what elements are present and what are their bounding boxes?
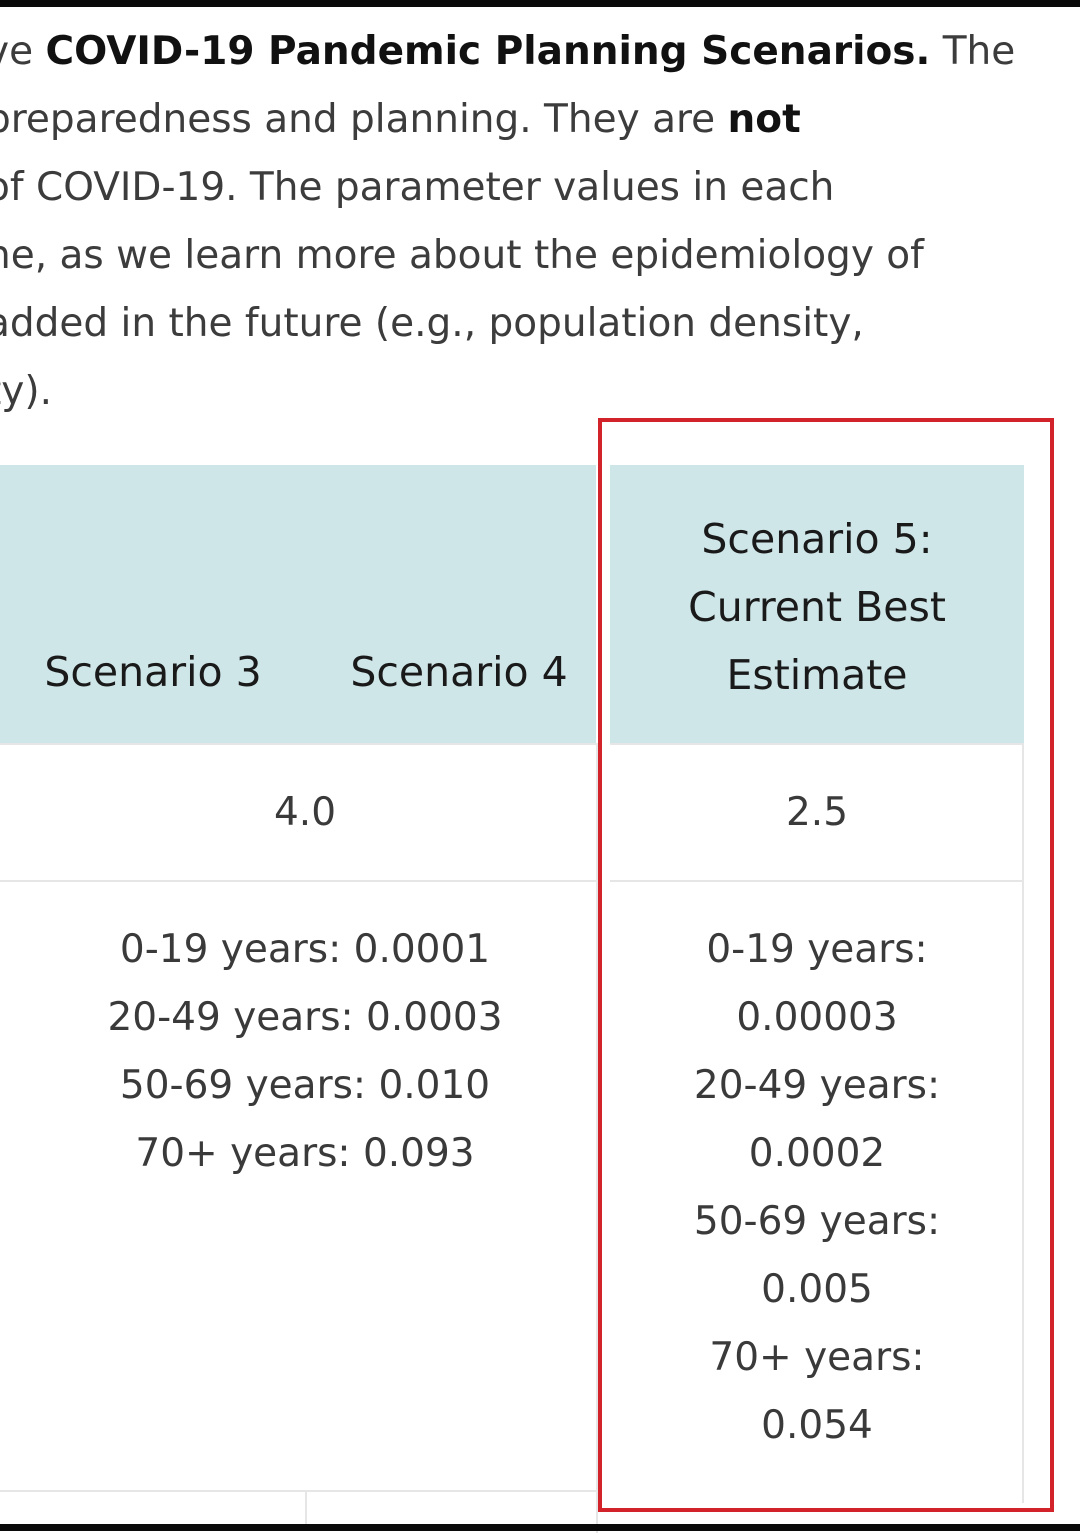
header-scenario-4: Scenario 4	[350, 648, 568, 696]
intro-line-2: preparedness and planning. They are not	[0, 97, 801, 142]
table-header-scenario-5	[610, 465, 1024, 743]
row-divider	[610, 743, 1024, 745]
header-scenario-5: Scenario 5: Current Best Estimate	[688, 515, 946, 699]
row-divider	[610, 880, 1024, 882]
header-scenario-3: Scenario 3	[44, 648, 262, 696]
intro-line-3: of COVID-19. The parameter values in eac…	[0, 165, 835, 210]
intro-paragraph: ve COVID-19 Pandemic Planning Scenarios.…	[0, 18, 1080, 426]
cell-r1-scenario-5: 0-19 years: 0.00003 20-49 years: 0.0002 …	[693, 927, 941, 1448]
column-divider	[1022, 743, 1024, 1503]
table-header-left	[0, 465, 596, 743]
row-divider	[0, 1490, 596, 1492]
top-border	[0, 0, 1080, 7]
cell-r0-scenario-3-4: 4.0	[273, 790, 337, 835]
intro-line-6: ty).	[0, 369, 52, 414]
cell-r0-scenario-5: 2.5	[785, 790, 849, 835]
intro-line-4: ne, as we learn more about the epidemiol…	[0, 233, 924, 278]
row-divider	[0, 743, 596, 745]
intro-line-1: ve COVID-19 Pandemic Planning Scenarios.…	[0, 29, 1016, 74]
row-divider	[0, 880, 596, 882]
column-divider	[596, 743, 598, 1533]
intro-line-5: added in the future (e.g., population de…	[0, 301, 864, 346]
bottom-border	[0, 1524, 1080, 1531]
highlight-box	[598, 418, 1054, 1512]
cell-r1-scenario-3-4: 0-19 years: 0.0001 20-49 years: 0.0003 5…	[107, 927, 503, 1176]
column-divider	[305, 1490, 307, 1524]
